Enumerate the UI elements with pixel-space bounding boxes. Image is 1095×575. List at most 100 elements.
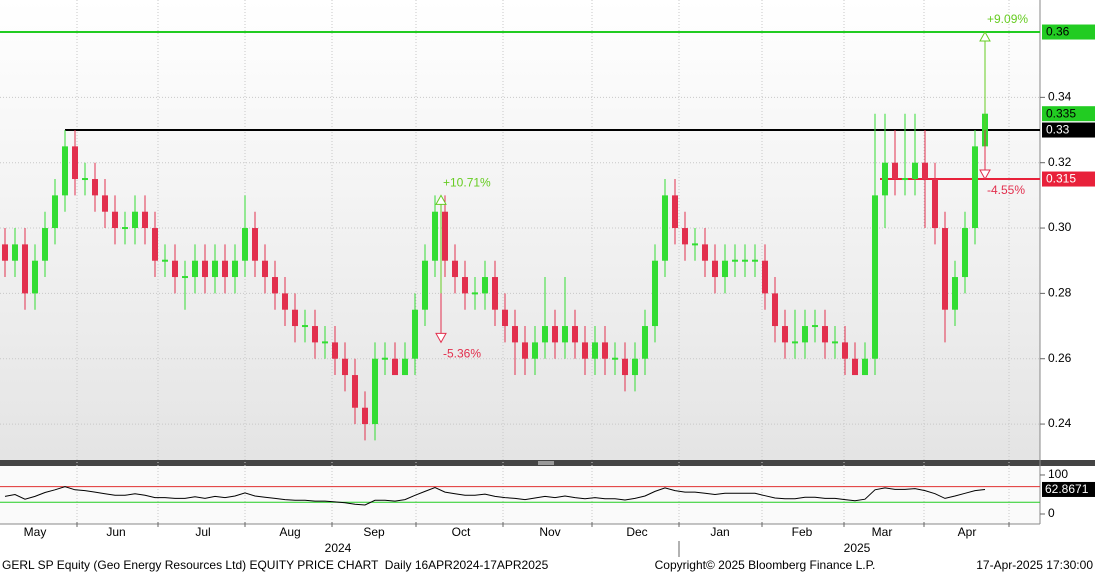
candle-body — [432, 211, 438, 261]
candle-body — [552, 326, 558, 343]
level-tag — [1042, 24, 1095, 40]
candle-body — [492, 277, 498, 310]
candle-body — [502, 309, 508, 327]
candle-body — [742, 259, 748, 262]
candle-body — [162, 259, 168, 262]
candle-body — [872, 195, 878, 359]
rsi-last-tag — [1042, 481, 1095, 497]
candle-body — [732, 259, 738, 262]
footer-center: Copyright© 2025 Bloomberg Finance L.P. — [655, 558, 876, 572]
candle-body — [142, 211, 148, 229]
candle-body — [2, 244, 8, 261]
y-tick-label: 0.30 — [1048, 220, 1072, 234]
last-price-tag — [1042, 106, 1095, 122]
candle-body — [522, 342, 528, 359]
candle-body — [652, 260, 658, 327]
candle-body — [12, 244, 18, 261]
candle-body — [92, 179, 98, 196]
candle-body — [42, 228, 48, 261]
candle-body — [632, 358, 638, 376]
x-tick-label: Nov — [539, 525, 560, 539]
candle-body — [852, 358, 858, 376]
candle-body — [202, 260, 208, 278]
x-tick-label: Apr — [958, 525, 977, 539]
annotation-head — [979, 169, 991, 181]
candle-body — [322, 341, 328, 344]
candle-body — [112, 211, 118, 229]
price-panel — [0, 0, 1040, 460]
candle-body — [342, 358, 348, 376]
x-tick-label: Oct — [452, 525, 471, 539]
candle-body — [292, 309, 298, 327]
candle-body — [532, 342, 538, 359]
candle-body — [212, 260, 218, 278]
candle-body — [172, 260, 178, 278]
level-tag — [1042, 171, 1095, 187]
candle-body — [662, 195, 668, 261]
candle-body — [672, 195, 678, 229]
last-price-label: 0.335 — [1046, 106, 1076, 120]
candle-body — [832, 341, 838, 344]
rsi-tick-label: 0 — [1048, 506, 1055, 520]
x-tick-label: Jan — [710, 525, 729, 539]
candle-body — [152, 228, 158, 261]
annotation-head — [979, 30, 991, 42]
x-tick-label: Jun — [106, 525, 125, 539]
candle-body — [562, 326, 568, 343]
rsi-line — [4, 486, 986, 506]
level-tag-label: 0.315 — [1046, 172, 1076, 186]
candle-body — [622, 358, 628, 376]
candle-body — [512, 326, 518, 343]
candle-body — [842, 342, 848, 359]
candle-body — [102, 195, 108, 212]
annotation-label: -5.36% — [443, 347, 481, 361]
candle-body — [642, 326, 648, 359]
rsi-tick-label: 100 — [1048, 467, 1068, 481]
candle-body — [952, 277, 958, 310]
candle-body — [362, 407, 368, 425]
candle-body — [772, 293, 778, 327]
candle-body — [762, 260, 768, 294]
x-tick-label: Mar — [872, 525, 893, 539]
footer-right: 17-Apr-2025 17:30:00 — [976, 558, 1093, 572]
candle-body — [482, 277, 488, 294]
x-tick-label: Feb — [792, 525, 813, 539]
annotation-label: +9.09% — [987, 12, 1028, 26]
candle-body — [912, 162, 918, 180]
rsi-panel — [0, 466, 1040, 524]
annotation-label: +10.71% — [443, 176, 491, 190]
candle-body — [792, 341, 798, 344]
y-tick-label: 0.24 — [1048, 416, 1072, 430]
annotation-label: -4.55% — [987, 183, 1025, 197]
candle-body — [372, 358, 378, 425]
candle-body — [392, 358, 398, 376]
candle-body — [902, 178, 908, 181]
rsi-last-label: 62.8671 — [1045, 482, 1089, 496]
candle-body — [752, 259, 758, 262]
x-tick-label: Aug — [279, 525, 300, 539]
x-tick-label: May — [24, 525, 47, 539]
candle-body — [262, 260, 268, 278]
candle-body — [542, 326, 548, 343]
candle-body — [412, 309, 418, 359]
candle-body — [332, 342, 338, 359]
candle-body — [462, 277, 468, 294]
candle-body — [472, 292, 478, 295]
candle-body — [312, 326, 318, 343]
candle-body — [592, 342, 598, 359]
candle-body — [402, 358, 408, 376]
y-tick-label: 0.32 — [1048, 155, 1072, 169]
candle-body — [122, 227, 128, 230]
candle-body — [192, 260, 198, 278]
candle-body — [942, 228, 948, 310]
year-label: 2024 — [325, 541, 352, 555]
candle-body — [52, 195, 58, 229]
candle-body — [222, 260, 228, 278]
y-tick-label: 0.28 — [1048, 286, 1072, 300]
candle-body — [382, 357, 388, 360]
candle-body — [812, 325, 818, 328]
candle-body — [352, 375, 358, 408]
year-label: 2025 — [844, 541, 871, 555]
